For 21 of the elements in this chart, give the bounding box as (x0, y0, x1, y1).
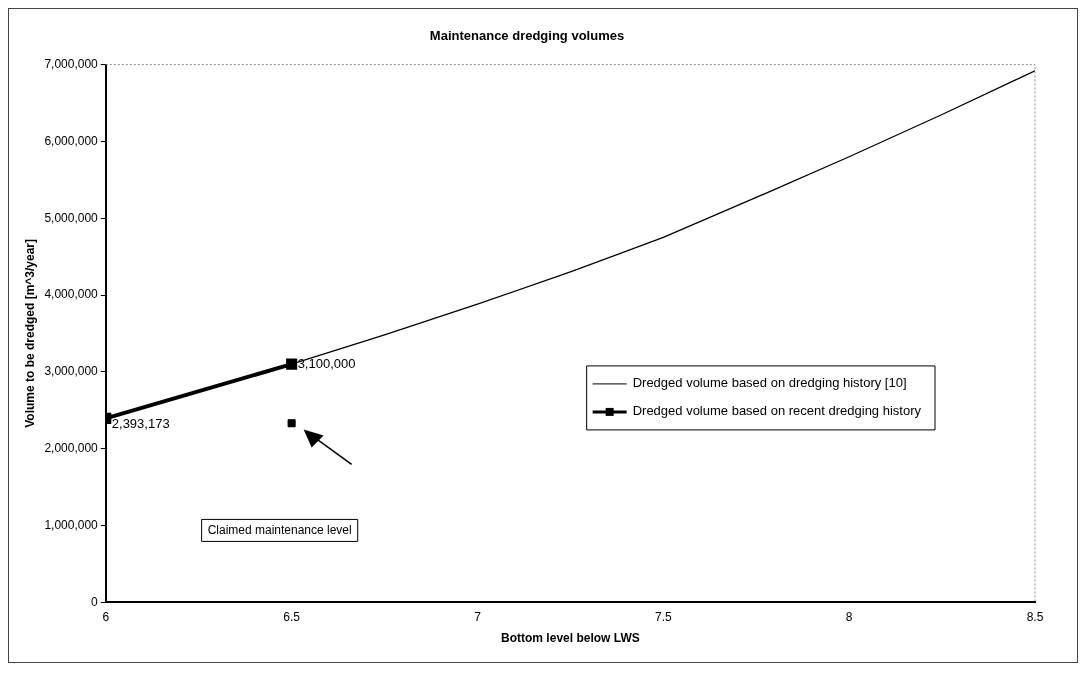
y-tick-label: 0 (91, 594, 99, 609)
y-tick-label: 1,000,000 (44, 517, 99, 532)
x-tick-label: 6.5 (283, 609, 301, 624)
y-tick-label: 2,000,000 (44, 440, 99, 455)
chart-title: Maintenance dredging volumes (429, 28, 625, 44)
y-tick-label: 4,000,000 (44, 287, 99, 302)
data-label: 2,393,173 (111, 415, 170, 431)
y-tick-label: 7,000,000 (44, 56, 99, 71)
y-tick-label: 6,000,000 (44, 133, 99, 148)
y-tick-label: 5,000,000 (44, 210, 99, 225)
legend-label: Dredged volume based on recent dredging history (632, 403, 922, 419)
data-label: 3,100,000 (297, 355, 356, 371)
annotation: Claimed maintenance level (207, 522, 352, 537)
y-axis-title: Volume to be dredged [m^3/year] (22, 238, 37, 428)
legend-label: Dredged volume based on dredging history [10] (632, 375, 907, 391)
x-tick-label: 8 (845, 609, 853, 624)
y-tick-label: 3,000,000 (44, 364, 99, 379)
x-tick-label: 7.5 (654, 609, 672, 624)
x-tick-label: 8.5 (1026, 609, 1044, 624)
x-tick-label: 6 (102, 609, 110, 624)
x-tick-label: 7 (474, 609, 482, 624)
